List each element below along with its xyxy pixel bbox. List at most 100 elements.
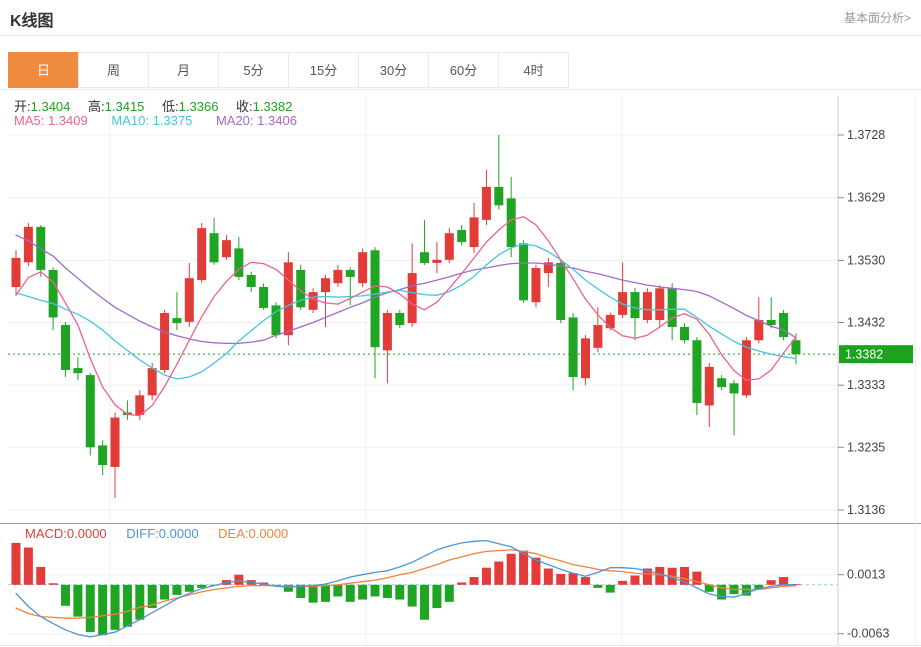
candle	[519, 243, 529, 301]
page-title: K线图	[10, 13, 54, 30]
candle	[85, 375, 95, 448]
dea-line	[15, 549, 797, 619]
macd-bar	[184, 584, 194, 592]
macd-bar	[580, 577, 590, 585]
macd-bar	[642, 568, 652, 585]
macd-bar	[48, 583, 58, 585]
ma10-line	[15, 243, 797, 380]
macd-histogram	[11, 542, 801, 636]
macd-bar	[717, 584, 727, 600]
macd-bar	[395, 584, 405, 600]
macd-bar	[432, 584, 442, 609]
tab-5min[interactable]: 5分	[218, 52, 289, 88]
macd-bar	[382, 584, 392, 598]
candle	[680, 326, 690, 341]
current-price-badge	[839, 345, 913, 364]
candle	[741, 340, 751, 396]
dea-value: 0.0000	[248, 526, 289, 541]
macd-bar	[420, 584, 430, 620]
macd-bar	[457, 582, 467, 585]
tab-30min[interactable]: 30分	[358, 52, 429, 88]
candle	[605, 314, 615, 329]
candle	[283, 262, 293, 336]
candle	[580, 338, 590, 379]
price-tick-label: 1.3235	[847, 440, 885, 454]
macd-tick-label: 0.0013	[847, 568, 885, 582]
candle	[593, 325, 603, 348]
candle	[135, 395, 145, 415]
current-price-badge-text: 1.3382	[845, 348, 883, 362]
candle	[308, 292, 318, 310]
macd-bar	[531, 557, 541, 585]
candle	[370, 250, 380, 348]
candle	[234, 248, 244, 277]
tab-60min[interactable]: 60分	[428, 52, 499, 88]
tab-15min[interactable]: 15分	[288, 52, 359, 88]
candle	[556, 262, 566, 320]
macd-bar	[754, 584, 764, 590]
ma20-label: MA20:	[215, 113, 254, 128]
price-tick-label: 1.3432	[847, 316, 885, 330]
macd-bar	[618, 580, 628, 585]
diff-label: DIFF:	[126, 526, 159, 541]
candle	[98, 445, 108, 466]
macd-bar	[135, 584, 145, 620]
ma5-line	[15, 216, 797, 417]
price-tick-label: 1.3136	[847, 503, 885, 517]
candle	[259, 287, 269, 308]
bottom-border	[0, 645, 921, 646]
open-label: 开:	[14, 99, 31, 114]
candle	[481, 186, 491, 220]
macd-bar	[655, 566, 665, 585]
tabs-underline	[0, 89, 921, 90]
candle	[630, 292, 640, 319]
close-value: 1.3382	[252, 99, 293, 114]
dea-label: DEA:	[218, 526, 249, 541]
macd-bar	[358, 584, 368, 600]
candle	[333, 269, 343, 284]
macd-label: MACD:	[25, 526, 67, 541]
macd-bar	[741, 584, 751, 596]
tab-month[interactable]: 月	[148, 52, 219, 88]
tab-4hour[interactable]: 4时	[498, 52, 569, 88]
macd-bar	[481, 567, 491, 585]
tab-day[interactable]: 日	[8, 52, 79, 88]
macd-bar	[506, 553, 516, 585]
candle	[246, 274, 256, 288]
candle	[209, 233, 219, 263]
macd-bar	[234, 574, 244, 585]
candle	[11, 257, 21, 288]
macd-bar	[593, 584, 603, 588]
price-tick-label: 1.3530	[847, 253, 885, 267]
macd-bar	[73, 584, 83, 617]
candle	[568, 317, 578, 377]
candle	[395, 312, 405, 326]
fundamental-analysis-link[interactable]: 基本面分析>	[843, 11, 911, 25]
macd-bar	[779, 577, 789, 585]
candle	[147, 368, 157, 396]
open-value: 1.3404	[30, 99, 71, 114]
title-divider	[0, 35, 921, 36]
candle	[296, 269, 306, 308]
macd-bar	[519, 550, 529, 585]
panel-divider	[0, 523, 921, 524]
candle	[791, 340, 801, 355]
macd-bar	[85, 584, 95, 633]
candle	[420, 252, 430, 263]
tab-week[interactable]: 周	[78, 52, 149, 88]
macd-bar	[172, 584, 182, 595]
candle	[321, 278, 330, 293]
diff-value: 0.0000	[158, 526, 199, 541]
candle	[172, 318, 182, 324]
candle	[160, 312, 170, 371]
macd-bar	[283, 584, 293, 592]
ma20-value: 1.3406	[257, 113, 297, 128]
macd-legend: MACD:0.0000 DIFF:0.0000 DEA:0.0000	[25, 526, 304, 541]
candle	[221, 240, 231, 258]
candle	[382, 312, 392, 351]
macd-bar	[494, 561, 504, 585]
macd-bar	[308, 584, 318, 603]
candle	[61, 325, 71, 371]
